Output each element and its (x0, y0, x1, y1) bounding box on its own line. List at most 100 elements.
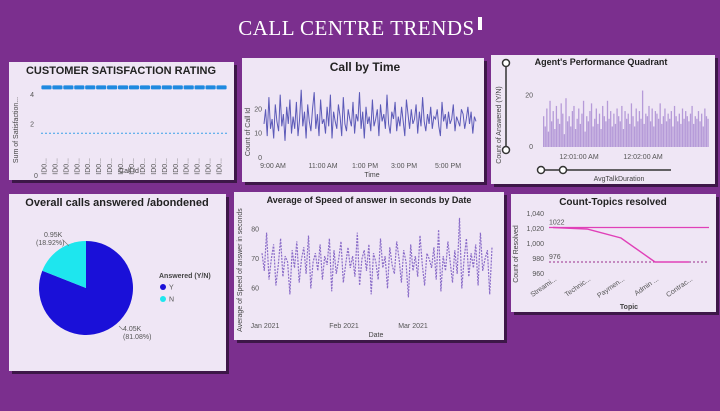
agent-quadrant-bar (649, 121, 652, 147)
agent-quadrant-bar (597, 123, 599, 147)
pie-legend-swatch-y (160, 284, 166, 290)
agent-quadrant-bar (686, 116, 688, 147)
agent-quadrant-bar (699, 121, 701, 147)
agent-quadrant-bar (702, 126, 704, 147)
pie-label-y-value: 4.05K (123, 326, 142, 333)
agent-quadrant-bar (632, 116, 634, 147)
agent-quadrant-bar (584, 131, 586, 147)
agent-quadrant-bar (616, 108, 618, 147)
agent-quadrant-bar (635, 108, 637, 147)
csat-xtick: ID0... (206, 158, 213, 175)
csat-xtick: ID0... (118, 158, 125, 175)
agent-quadrant-bar (562, 113, 564, 147)
csat-xtick: ID0... (63, 158, 70, 175)
speed-of-answer-ytick: 70 (251, 256, 259, 263)
csat-chart-card[interactable]: CUSTOMER SATISFACTION RATING Sum of Sati… (9, 62, 234, 180)
agent-quadrant-bar (626, 118, 628, 147)
agent-quadrant-bar (546, 108, 548, 147)
agent-quadrant-bar (680, 123, 682, 147)
speed-of-answer-card[interactable]: Average of Speed of answer in seconds by… (234, 192, 504, 340)
vertical-slider-bottom-handle[interactable] (501, 145, 511, 155)
agent-quadrant-bar (685, 111, 687, 147)
topics-resolved-ytick: 1,040 (526, 211, 544, 218)
agent-quadrant-bar (582, 100, 585, 147)
agent-quadrant-bar (576, 118, 578, 147)
agent-quadrant-bar (633, 126, 636, 147)
agent-quadrant-bar (653, 126, 655, 147)
agent-quadrant-bar (691, 105, 693, 147)
agent-quadrant-xtick: 12:01:00 AM (559, 154, 598, 161)
call-by-time-ytick: 20 (254, 106, 262, 113)
agent-quadrant-bar (630, 103, 633, 147)
agent-quadrant-bar (587, 121, 589, 147)
csat-bar (107, 85, 118, 90)
csat-xtick: ID0... (107, 158, 114, 175)
agent-quadrant-bar (622, 129, 625, 147)
agent-quadrant-bar (624, 111, 626, 147)
agent-quadrant-bar (656, 113, 658, 147)
agent-quadrant-bar (614, 123, 617, 147)
topics-resolved-xtick: Contrac... (665, 276, 694, 299)
agent-quadrant-bar (646, 116, 649, 147)
horizontal-slider-left-handle[interactable] (536, 165, 546, 175)
agent-quadrant-bar (645, 113, 647, 147)
agent-quadrant-bar (696, 118, 698, 147)
speed-of-answer-xtick: Jan 2021 (251, 323, 280, 330)
csat-corner-mark: 0 (34, 173, 38, 180)
answered-pie-title: Overall calls answered /abondened (25, 197, 208, 209)
csat-bar (161, 85, 172, 90)
agent-quadrant-bar (672, 126, 674, 147)
csat-bar (128, 85, 140, 90)
answered-pie-chart: Overall calls answered /abondened Answer… (25, 197, 210, 341)
pie-legend-label-y: Y (169, 285, 174, 292)
csat-bar (139, 85, 151, 90)
csat-xtick: ID0... (129, 158, 136, 175)
agent-quadrant-bar (600, 129, 602, 147)
call-by-time-xtick: 11:00 AM (308, 163, 337, 170)
agent-quadrant-bar (543, 116, 545, 147)
topics-resolved-line (552, 226, 689, 263)
agent-quadrant-bar (673, 105, 676, 147)
horizontal-slider-right-handle[interactable] (558, 165, 568, 175)
csat-title: CUSTOMER SATISFACTION RATING (26, 65, 216, 77)
agent-quadrant-bar (627, 113, 629, 147)
agent-quadrant-bar (678, 113, 680, 147)
csat-bar (63, 85, 74, 90)
pie-slice-y (39, 241, 134, 335)
agent-quadrant-bar (570, 126, 572, 147)
answered-pie-card[interactable]: Overall calls answered /abondened Answer… (9, 194, 226, 371)
call-by-time-xtick: 5:00 PM (435, 163, 461, 170)
agent-quadrant-bar (594, 118, 596, 147)
pie-label-n-percent: (18.92%) (36, 240, 64, 247)
vertical-slider-top-handle[interactable] (501, 58, 511, 68)
call-by-time-ytick: 0 (258, 155, 262, 162)
csat-xtick: ID0... (96, 158, 103, 175)
pie-leader-n (62, 239, 70, 247)
agent-quadrant-bar (669, 118, 671, 147)
agent-quadrant-bar (705, 116, 708, 147)
csat-bar (194, 85, 205, 90)
speed-of-answer-chart: Average of Speed of answer in seconds by… (237, 195, 493, 339)
title-cursor-mark (477, 17, 482, 30)
agent-quadrant-bar (694, 116, 696, 147)
agent-quadrant-card[interactable]: Agent's Performance Quadrant Count of An… (491, 55, 715, 184)
speed-of-answer-xtick: Feb 2021 (329, 323, 359, 330)
pie-legend-swatch-n (160, 296, 166, 302)
topics-resolved-card[interactable]: Count-Topics resolved Count of Resolved … (511, 194, 716, 312)
topics-resolved-ylabel: Count of Resolved (513, 225, 520, 283)
agent-quadrant-bar (579, 123, 582, 147)
speed-of-answer-ytick: 80 (251, 227, 259, 234)
speed-of-answer-title: Average of Speed of answer in seconds by… (267, 195, 472, 205)
csat-bar (41, 85, 52, 90)
agent-quadrant-bar (667, 113, 669, 147)
csat-ylabel: Sum of Satisfaction... (13, 97, 20, 163)
call-by-time-xtick: 3:00 PM (391, 163, 417, 170)
call-by-time-card[interactable]: Call by Time Count of Call Id Time 20 10 0… (242, 58, 484, 182)
pie-leader-y (118, 325, 124, 331)
agent-quadrant-xlabel: AvgTalkDuration (594, 176, 645, 183)
agent-quadrant-bar (566, 121, 569, 147)
topics-max-label: 1022 (549, 220, 565, 227)
csat-ytick: 2 (30, 121, 34, 128)
agent-quadrant-bar (590, 103, 593, 147)
agent-quadrant-bar (574, 129, 577, 147)
